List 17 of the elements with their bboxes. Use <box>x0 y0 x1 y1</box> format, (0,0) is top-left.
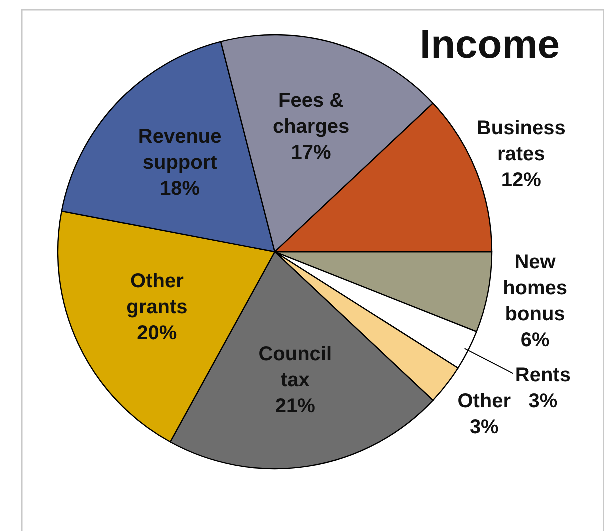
data-label: 21% <box>275 396 316 418</box>
data-label: 18% <box>160 178 200 200</box>
slice-label: Other <box>458 390 512 412</box>
chart-title: Income <box>420 23 560 67</box>
data-label: 20% <box>137 322 178 344</box>
slice-label: Council tax <box>258 344 332 392</box>
slice-label: Other grants <box>126 270 188 318</box>
data-label: 12% <box>501 169 542 192</box>
data-label: 3% <box>470 416 500 438</box>
slice-label: Fees & charges <box>272 90 350 138</box>
slice-label: Revenue support <box>138 126 222 174</box>
data-label: 3% <box>528 390 558 413</box>
data-label: 17% <box>291 142 332 164</box>
slice-label: Rents <box>515 364 571 387</box>
slice-label: Business rates <box>476 117 566 166</box>
slice-label: New homes bonus <box>503 252 568 326</box>
data-label: 6% <box>520 330 550 352</box>
